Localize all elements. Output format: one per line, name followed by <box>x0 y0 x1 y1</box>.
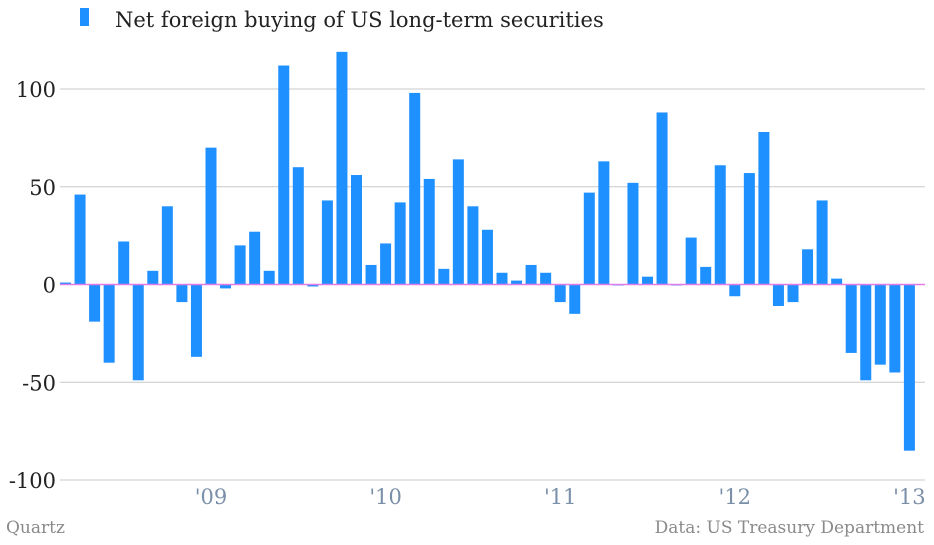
bar <box>234 245 246 285</box>
x-tick-label: '09 <box>195 485 228 509</box>
y-tick-label: 50 <box>29 176 56 200</box>
bar <box>583 192 595 285</box>
bar <box>525 264 537 285</box>
bar <box>452 159 464 285</box>
bar <box>685 237 697 285</box>
bar <box>321 200 333 285</box>
grid <box>60 88 925 481</box>
x-tick-label: '13 <box>893 485 926 509</box>
bar <box>642 276 653 285</box>
bar <box>816 200 828 285</box>
bar <box>263 270 275 285</box>
bar <box>147 270 159 285</box>
bar <box>758 132 770 285</box>
bar <box>860 284 872 381</box>
bar <box>336 51 348 285</box>
bar <box>903 284 915 451</box>
bar <box>627 182 639 285</box>
bar <box>496 272 508 285</box>
bar <box>89 284 101 322</box>
bar <box>540 272 552 285</box>
x-tick-label: '10 <box>369 485 402 509</box>
bar <box>656 112 668 285</box>
source-right: Data: US Treasury Department <box>655 518 925 538</box>
bar <box>292 167 304 285</box>
bar <box>118 241 130 285</box>
bar <box>190 284 202 357</box>
bar <box>729 284 741 297</box>
y-tick-label: -50 <box>22 371 56 395</box>
bar <box>511 280 523 285</box>
bar <box>700 266 712 285</box>
bar <box>598 161 610 285</box>
bar <box>438 268 450 285</box>
y-tick-label: 100 <box>16 78 56 102</box>
bar <box>772 284 784 306</box>
y-tick-label: 0 <box>43 274 56 298</box>
bar <box>307 284 319 287</box>
bar <box>176 284 188 303</box>
bar <box>714 165 726 285</box>
bar <box>802 249 814 285</box>
bar <box>205 147 217 285</box>
bar <box>365 264 377 285</box>
bar <box>423 178 435 285</box>
bar <box>380 243 392 285</box>
bar <box>60 282 71 285</box>
bar <box>278 65 290 285</box>
bar <box>481 229 493 285</box>
bar <box>874 284 886 365</box>
y-tick-label: -100 <box>9 469 56 493</box>
bar <box>743 173 755 285</box>
bar <box>889 284 901 373</box>
bar <box>351 175 362 285</box>
x-tick-label: '12 <box>719 485 752 509</box>
bars <box>60 51 915 451</box>
bar <box>249 231 261 285</box>
source-left: Quartz <box>6 518 65 538</box>
bar <box>569 284 581 314</box>
bar <box>467 206 479 285</box>
bar <box>845 284 857 353</box>
bar <box>103 284 115 363</box>
legend-swatch <box>80 8 89 26</box>
bar <box>220 284 232 289</box>
bar <box>787 284 799 303</box>
bar <box>132 284 144 381</box>
x-axis: '09 '10 '11 '12 '13 <box>195 485 926 509</box>
bar <box>409 92 421 285</box>
bar <box>74 194 86 285</box>
x-tick-label: '11 <box>544 485 577 509</box>
legend-label: Net foreign buying of US long-term secur… <box>115 8 604 32</box>
bar <box>554 284 566 303</box>
y-axis: 100 50 0 -50 -100 <box>9 78 56 493</box>
bar <box>161 206 173 285</box>
bar <box>394 202 406 285</box>
bar <box>831 278 843 285</box>
